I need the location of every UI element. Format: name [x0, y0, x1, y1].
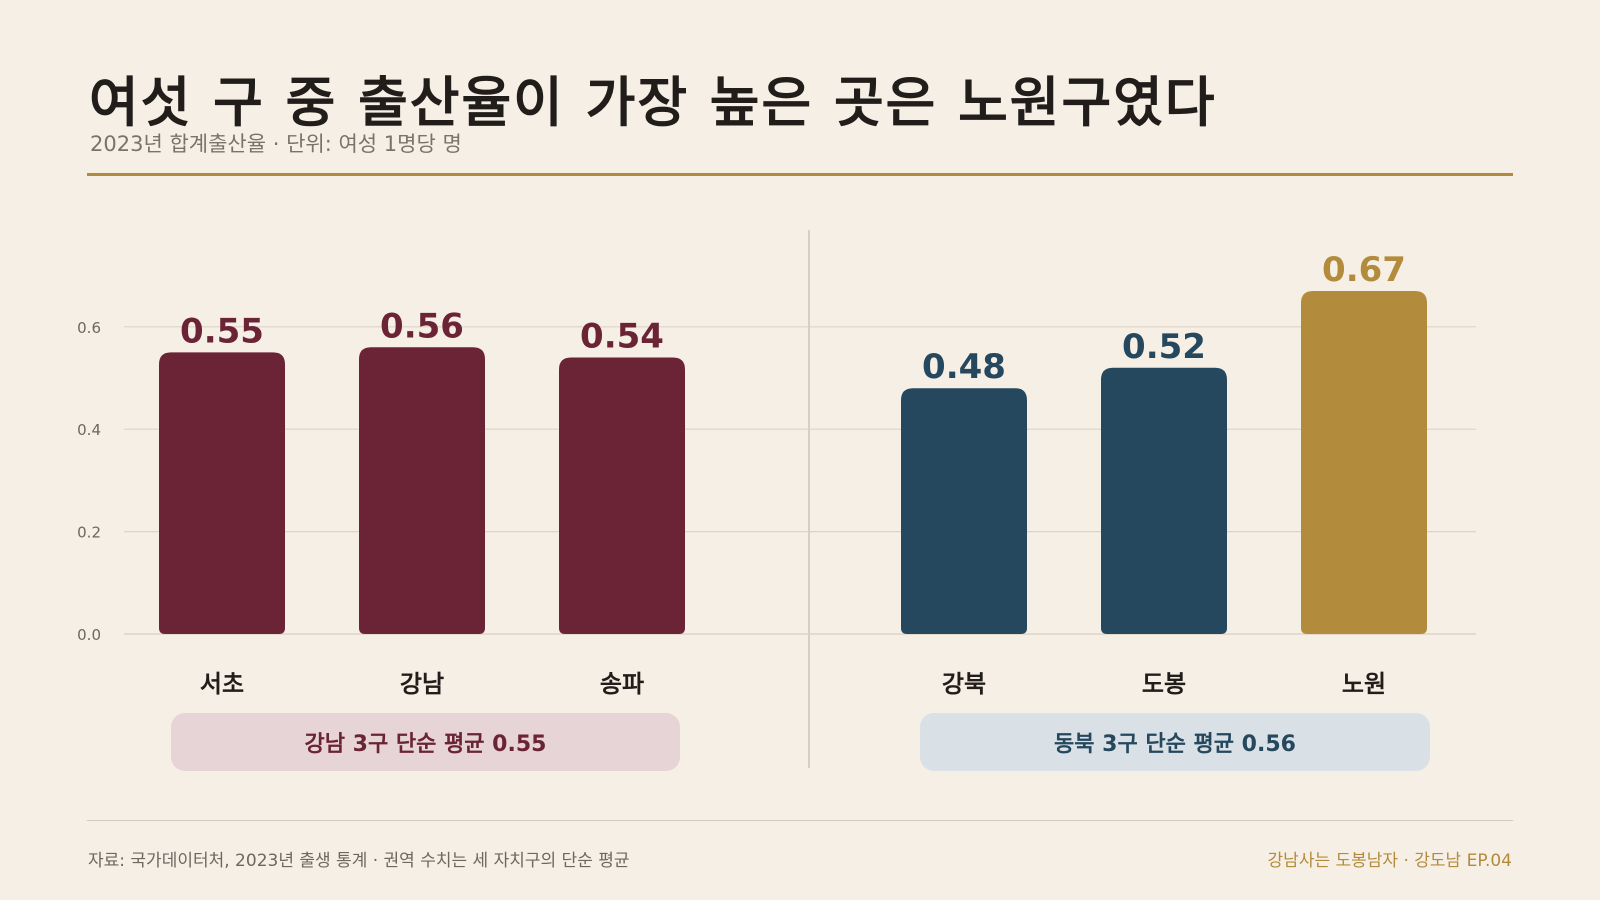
title-divider: [87, 173, 1513, 176]
y-tick-label: 0.4: [77, 421, 101, 439]
category-label: 송파: [600, 670, 644, 698]
bar-강남: [359, 347, 485, 634]
page-title: 여섯 구 중 출산율이 가장 높은 곳은 노원구였다: [89, 71, 1217, 134]
series-info: 강남사는 도봉남자 · 강도남 EP.04: [1267, 851, 1512, 871]
bar-서초: [159, 352, 285, 634]
value-label: 0.52: [1122, 327, 1206, 367]
bar-도봉: [1101, 367, 1227, 634]
y-tick-label: 0.2: [77, 524, 101, 542]
dongbuk-average-badge: 동북 3구 단순 평균 0.56: [920, 713, 1430, 771]
category-label: 도봉: [1142, 670, 1186, 698]
category-label: 서초: [200, 670, 244, 698]
value-label: 0.55: [180, 311, 264, 351]
bar-chart: 0.0 0.2 0.4 0.6 0.55 서초 0.56 강남 0.54 송파 0.48 강북 0.52…: [77, 230, 1476, 768]
bar-강북: [901, 388, 1027, 634]
footer-divider: [87, 820, 1513, 821]
bar-노원: [1301, 290, 1427, 634]
y-tick-label: 0.6: [77, 319, 101, 337]
value-label: 0.67: [1322, 250, 1406, 290]
category-label: 노원: [1342, 670, 1386, 698]
source-note: 자료: 국가데이터처, 2023년 출생 통계 · 권역 수치는 세 자치구의 …: [88, 851, 630, 871]
y-tick-label: 0.0: [77, 626, 101, 644]
gangnam-average-badge: 강남 3구 단순 평균 0.55: [171, 713, 680, 771]
page-subtitle: 2023년 합계출산율 · 단위: 여성 1명당 명: [90, 132, 462, 156]
category-label: 강북: [942, 670, 986, 698]
category-label: 강남: [400, 670, 444, 698]
bar-송파: [559, 357, 685, 634]
value-label: 0.56: [380, 306, 464, 346]
value-label: 0.54: [580, 317, 664, 357]
value-label: 0.48: [922, 347, 1006, 387]
